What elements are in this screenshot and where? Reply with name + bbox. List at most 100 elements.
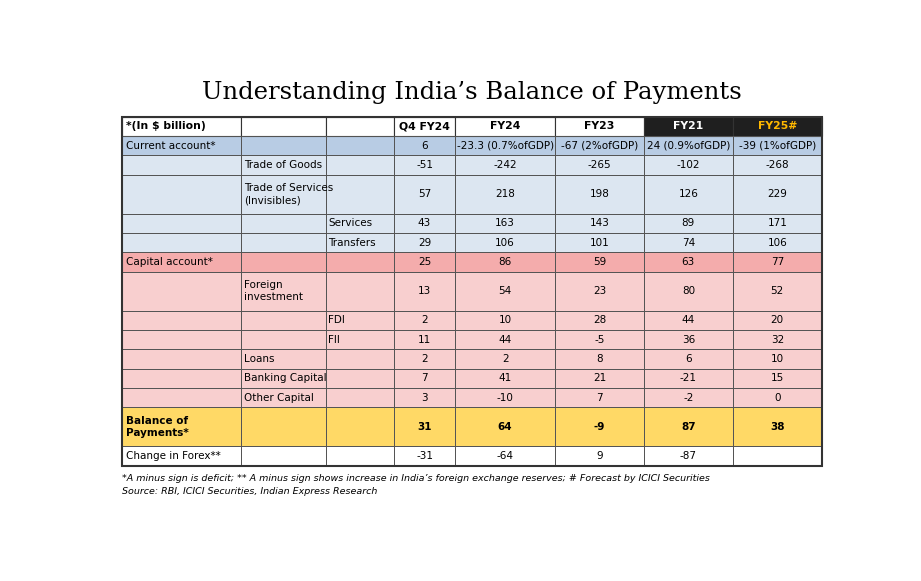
Text: FY21: FY21	[673, 121, 704, 131]
Text: 10: 10	[771, 354, 784, 364]
FancyBboxPatch shape	[122, 446, 822, 465]
Text: 80: 80	[682, 286, 695, 296]
Text: Services: Services	[328, 218, 372, 228]
Text: 63: 63	[682, 257, 695, 267]
FancyBboxPatch shape	[122, 117, 241, 136]
Text: 2: 2	[421, 354, 428, 364]
Text: 13: 13	[418, 286, 431, 296]
FancyBboxPatch shape	[122, 233, 822, 252]
Text: -21: -21	[680, 374, 697, 383]
FancyBboxPatch shape	[241, 117, 326, 136]
Text: -51: -51	[416, 160, 433, 170]
FancyBboxPatch shape	[122, 252, 822, 272]
Text: 0: 0	[774, 393, 780, 403]
Text: Q4 FY24: Q4 FY24	[399, 121, 450, 131]
FancyBboxPatch shape	[122, 175, 822, 214]
Text: 25: 25	[418, 257, 431, 267]
Text: -265: -265	[588, 160, 612, 170]
Text: 7: 7	[596, 393, 602, 403]
Text: -23.3 (0.7%ofGDP): -23.3 (0.7%ofGDP)	[457, 141, 554, 151]
Text: 106: 106	[767, 238, 787, 248]
Text: -31: -31	[416, 451, 433, 461]
Text: Trade of Goods: Trade of Goods	[244, 160, 322, 170]
Text: 143: 143	[589, 218, 610, 228]
Text: 87: 87	[681, 422, 695, 432]
Text: -67 (2%ofGDP): -67 (2%ofGDP)	[561, 141, 638, 151]
FancyBboxPatch shape	[122, 330, 822, 349]
Text: 3: 3	[421, 393, 428, 403]
Text: 6: 6	[685, 354, 692, 364]
Text: 198: 198	[589, 189, 610, 199]
Text: -268: -268	[765, 160, 789, 170]
Text: Foreign
investment: Foreign investment	[244, 280, 303, 302]
Text: FY25#: FY25#	[758, 121, 797, 131]
Text: 43: 43	[418, 218, 431, 228]
Text: Banking Capital: Banking Capital	[244, 374, 327, 383]
Text: -64: -64	[496, 451, 514, 461]
Text: 6: 6	[421, 141, 428, 151]
Text: Source: RBI, ICICI Securities, Indian Express Research: Source: RBI, ICICI Securities, Indian Ex…	[122, 487, 378, 496]
Text: 11: 11	[418, 335, 431, 345]
Text: 54: 54	[498, 286, 512, 296]
Text: 32: 32	[771, 335, 784, 345]
Text: 229: 229	[767, 189, 787, 199]
Text: *(In $ billion): *(In $ billion)	[126, 121, 205, 131]
Text: -9: -9	[594, 422, 605, 432]
Text: Change in Forex**: Change in Forex**	[126, 451, 221, 461]
Text: 101: 101	[589, 238, 610, 248]
Text: 126: 126	[679, 189, 698, 199]
Text: 23: 23	[593, 286, 606, 296]
Text: 74: 74	[682, 238, 695, 248]
FancyBboxPatch shape	[326, 117, 393, 136]
FancyBboxPatch shape	[733, 117, 822, 136]
Text: Transfers: Transfers	[328, 238, 376, 248]
FancyBboxPatch shape	[122, 214, 822, 233]
Text: 10: 10	[498, 315, 512, 325]
FancyBboxPatch shape	[122, 407, 822, 446]
Text: 59: 59	[593, 257, 606, 267]
Text: FII: FII	[328, 335, 340, 345]
Text: Trade of Services
(Invisibles): Trade of Services (Invisibles)	[244, 183, 333, 205]
Text: 2: 2	[421, 315, 428, 325]
Text: 44: 44	[498, 335, 512, 345]
Text: 52: 52	[771, 286, 784, 296]
FancyBboxPatch shape	[122, 369, 822, 388]
FancyBboxPatch shape	[455, 117, 555, 136]
Text: FY24: FY24	[490, 121, 520, 131]
Text: 29: 29	[418, 238, 431, 248]
FancyBboxPatch shape	[122, 136, 822, 156]
Text: 2: 2	[502, 354, 508, 364]
FancyBboxPatch shape	[122, 311, 822, 330]
Text: 57: 57	[418, 189, 431, 199]
Text: 86: 86	[498, 257, 512, 267]
Text: 106: 106	[495, 238, 515, 248]
Text: -102: -102	[677, 160, 700, 170]
Text: 28: 28	[593, 315, 606, 325]
Text: 7: 7	[421, 374, 428, 383]
FancyBboxPatch shape	[555, 117, 644, 136]
Text: -5: -5	[594, 335, 604, 345]
Text: Other Capital: Other Capital	[244, 393, 314, 403]
Text: 44: 44	[682, 315, 695, 325]
Text: -87: -87	[680, 451, 697, 461]
FancyBboxPatch shape	[122, 272, 822, 311]
Text: Understanding India’s Balance of Payments: Understanding India’s Balance of Payment…	[202, 81, 742, 104]
Text: -242: -242	[494, 160, 517, 170]
Text: Current account*: Current account*	[126, 141, 216, 151]
Text: FY23: FY23	[584, 121, 614, 131]
Text: 218: 218	[495, 189, 515, 199]
Text: 21: 21	[593, 374, 606, 383]
Text: -10: -10	[496, 393, 514, 403]
Text: 163: 163	[495, 218, 515, 228]
FancyBboxPatch shape	[644, 117, 733, 136]
Text: -39 (1%ofGDP): -39 (1%ofGDP)	[739, 141, 816, 151]
FancyBboxPatch shape	[393, 117, 455, 136]
Text: 20: 20	[771, 315, 784, 325]
Text: 15: 15	[771, 374, 784, 383]
Text: Balance of
Payments*: Balance of Payments*	[126, 416, 189, 438]
Text: 77: 77	[771, 257, 784, 267]
Text: 89: 89	[682, 218, 695, 228]
Text: 36: 36	[682, 335, 695, 345]
Text: 38: 38	[770, 422, 785, 432]
Text: 24 (0.9%ofGDP): 24 (0.9%ofGDP)	[647, 141, 730, 151]
